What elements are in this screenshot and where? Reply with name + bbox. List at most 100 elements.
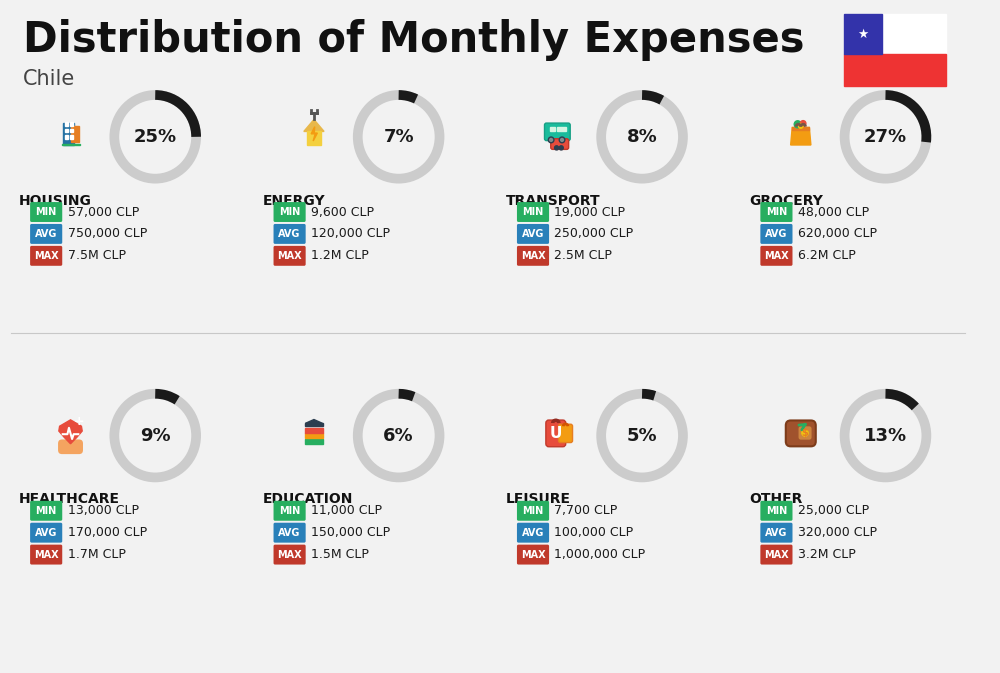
Text: AVG: AVG bbox=[35, 229, 57, 239]
FancyBboxPatch shape bbox=[30, 246, 62, 266]
Polygon shape bbox=[791, 127, 811, 145]
Text: MIN: MIN bbox=[36, 506, 57, 516]
Bar bbox=[307, 131, 321, 145]
Text: 170,000 CLP: 170,000 CLP bbox=[68, 526, 147, 539]
Circle shape bbox=[561, 139, 563, 141]
Circle shape bbox=[548, 137, 554, 143]
Polygon shape bbox=[311, 127, 317, 141]
Bar bbox=[305, 427, 323, 433]
Text: ENERGY: ENERGY bbox=[262, 194, 325, 207]
Bar bbox=[70, 122, 73, 126]
Text: MAX: MAX bbox=[277, 550, 302, 559]
Text: MIN: MIN bbox=[766, 207, 787, 217]
Text: 48,000 CLP: 48,000 CLP bbox=[798, 205, 869, 219]
Circle shape bbox=[798, 123, 803, 129]
Bar bbox=[305, 433, 323, 438]
Text: MIN: MIN bbox=[279, 207, 300, 217]
Text: 11,000 CLP: 11,000 CLP bbox=[311, 504, 382, 518]
Text: 19,000 CLP: 19,000 CLP bbox=[554, 205, 625, 219]
FancyBboxPatch shape bbox=[559, 424, 573, 443]
Text: AVG: AVG bbox=[522, 229, 544, 239]
Text: MIN: MIN bbox=[522, 207, 544, 217]
Text: 57,000 CLP: 57,000 CLP bbox=[68, 205, 139, 219]
Text: MIN: MIN bbox=[279, 506, 300, 516]
Text: AVG: AVG bbox=[765, 528, 788, 538]
Text: Chile: Chile bbox=[23, 69, 75, 89]
Text: AVG: AVG bbox=[35, 528, 57, 538]
FancyBboxPatch shape bbox=[30, 501, 62, 521]
Bar bbox=[844, 14, 946, 54]
Text: 1.5M CLP: 1.5M CLP bbox=[311, 548, 369, 561]
Text: GROCERY: GROCERY bbox=[749, 194, 823, 207]
FancyBboxPatch shape bbox=[551, 139, 569, 149]
Bar bbox=[65, 122, 68, 126]
FancyBboxPatch shape bbox=[760, 544, 792, 565]
Text: AVG: AVG bbox=[278, 229, 301, 239]
Bar bbox=[792, 127, 809, 130]
Text: MAX: MAX bbox=[277, 251, 302, 261]
Text: 5%: 5% bbox=[627, 427, 657, 445]
FancyBboxPatch shape bbox=[760, 501, 792, 521]
Text: MIN: MIN bbox=[766, 506, 787, 516]
Text: MIN: MIN bbox=[522, 506, 544, 516]
Text: 27%: 27% bbox=[864, 128, 907, 146]
Polygon shape bbox=[305, 419, 323, 423]
Text: 750,000 CLP: 750,000 CLP bbox=[68, 227, 147, 240]
Bar bbox=[65, 129, 68, 133]
FancyBboxPatch shape bbox=[274, 501, 306, 521]
Text: 7,700 CLP: 7,700 CLP bbox=[554, 504, 618, 518]
Text: 320,000 CLP: 320,000 CLP bbox=[798, 526, 877, 539]
FancyBboxPatch shape bbox=[30, 202, 62, 222]
FancyBboxPatch shape bbox=[30, 544, 62, 565]
Polygon shape bbox=[304, 120, 324, 131]
Text: MAX: MAX bbox=[34, 550, 58, 559]
Text: 25,000 CLP: 25,000 CLP bbox=[798, 504, 869, 518]
Text: AVG: AVG bbox=[765, 229, 788, 239]
Text: 120,000 CLP: 120,000 CLP bbox=[311, 227, 390, 240]
Text: 1.2M CLP: 1.2M CLP bbox=[311, 249, 369, 262]
Text: MIN: MIN bbox=[36, 207, 57, 217]
Circle shape bbox=[559, 137, 565, 143]
Bar bbox=[557, 127, 561, 131]
Text: HOUSING: HOUSING bbox=[19, 194, 92, 207]
FancyBboxPatch shape bbox=[786, 421, 816, 446]
Text: MAX: MAX bbox=[764, 251, 789, 261]
FancyBboxPatch shape bbox=[546, 420, 566, 447]
FancyBboxPatch shape bbox=[545, 123, 570, 141]
Text: AVG: AVG bbox=[522, 528, 544, 538]
Text: 6.2M CLP: 6.2M CLP bbox=[798, 249, 856, 262]
Text: 25%: 25% bbox=[134, 128, 177, 146]
Text: 1.7M CLP: 1.7M CLP bbox=[68, 548, 125, 561]
FancyBboxPatch shape bbox=[760, 523, 792, 542]
Bar bbox=[62, 144, 80, 145]
FancyBboxPatch shape bbox=[517, 246, 549, 266]
FancyBboxPatch shape bbox=[517, 224, 549, 244]
Text: LEISURE: LEISURE bbox=[506, 493, 571, 506]
Text: MAX: MAX bbox=[764, 550, 789, 559]
Bar bbox=[70, 135, 73, 139]
Circle shape bbox=[559, 146, 563, 150]
Bar bbox=[305, 423, 323, 426]
Text: 8%: 8% bbox=[627, 128, 657, 146]
Text: 150,000 CLP: 150,000 CLP bbox=[311, 526, 390, 539]
Text: EDUCATION: EDUCATION bbox=[262, 493, 353, 506]
Text: U: U bbox=[550, 426, 562, 441]
Text: TRANSPORT: TRANSPORT bbox=[506, 194, 600, 207]
Text: 100,000 CLP: 100,000 CLP bbox=[554, 526, 634, 539]
FancyBboxPatch shape bbox=[30, 224, 62, 244]
Text: AVG: AVG bbox=[278, 528, 301, 538]
Text: 9,600 CLP: 9,600 CLP bbox=[311, 205, 374, 219]
Text: 3.2M CLP: 3.2M CLP bbox=[798, 548, 856, 561]
Text: 6%: 6% bbox=[383, 427, 414, 445]
Circle shape bbox=[550, 139, 553, 141]
Text: 9%: 9% bbox=[140, 427, 171, 445]
Circle shape bbox=[555, 146, 559, 150]
Circle shape bbox=[802, 430, 808, 436]
FancyBboxPatch shape bbox=[274, 523, 306, 542]
Text: +: + bbox=[74, 415, 84, 428]
Circle shape bbox=[794, 120, 801, 128]
FancyBboxPatch shape bbox=[274, 202, 306, 222]
Circle shape bbox=[800, 120, 806, 127]
Bar bbox=[65, 135, 68, 139]
Text: $: $ bbox=[802, 428, 808, 438]
